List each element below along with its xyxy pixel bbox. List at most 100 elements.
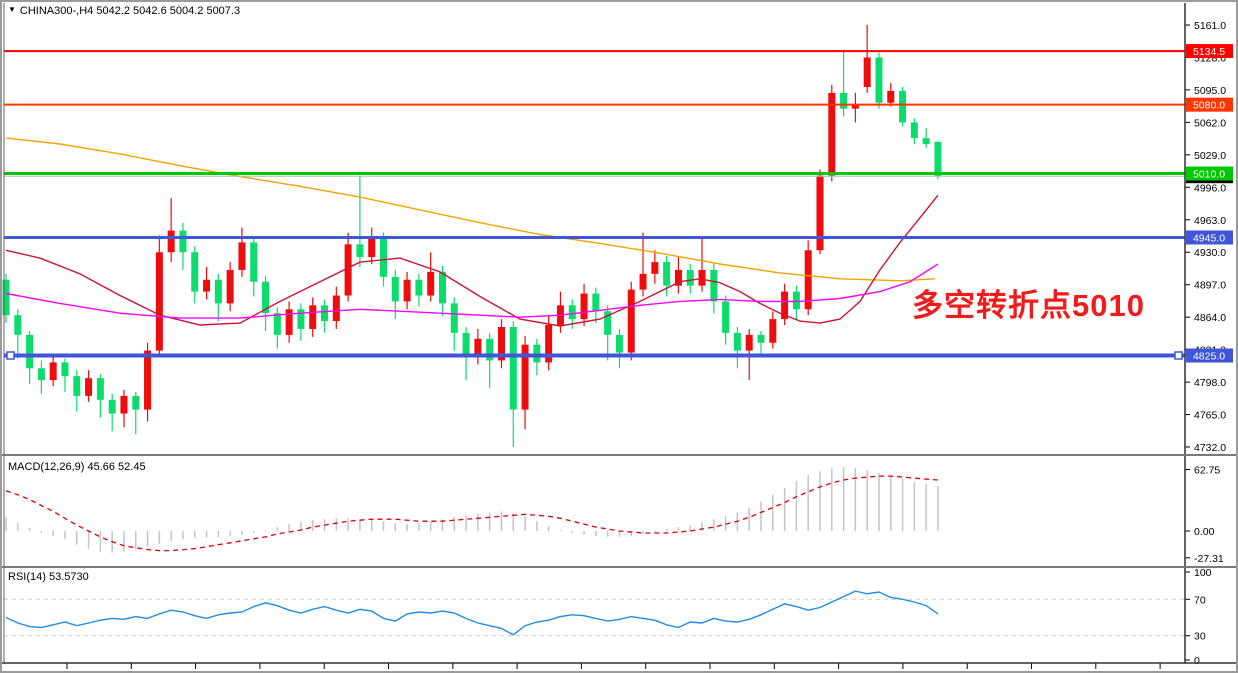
axis-tick-label: 4963.0 (1194, 215, 1226, 227)
candle-body (344, 244, 352, 296)
price-badge-label: 5134.5 (1193, 46, 1225, 58)
candle-body (698, 269, 706, 286)
candle-body (781, 291, 789, 320)
axis-tick-label: 62.75 (1194, 465, 1220, 477)
candle-body (934, 141, 942, 177)
candle-body (851, 104, 859, 109)
candle-body (816, 175, 824, 251)
candle-body (238, 242, 246, 270)
candle-body (863, 57, 871, 87)
axis-tick-label: 4996.0 (1194, 182, 1226, 194)
candle-body (37, 368, 45, 381)
candle-body (733, 332, 741, 351)
time-scale[interactable] (66, 663, 1161, 669)
axis-tick-label: 5062.0 (1194, 117, 1226, 129)
candle-body (391, 276, 399, 302)
ma-fast-magenta (5, 263, 939, 319)
candle-body (2, 279, 10, 316)
candle-body (96, 378, 104, 400)
candle-body (438, 271, 446, 304)
axis-tick-label: 0.00 (1194, 526, 1215, 538)
candle-body (427, 271, 435, 296)
price-badge-label: 5080.0 (1193, 100, 1225, 112)
candle-body (710, 269, 718, 302)
symbol-title: CHINA300-,H4 (19, 5, 94, 17)
candle-body (899, 90, 907, 123)
axis-tick-label: 5029.0 (1194, 150, 1226, 162)
axis-tick-label: 30 (1194, 631, 1206, 643)
rsi-panel[interactable] (4, 590, 1185, 637)
candle-body (167, 230, 175, 253)
candle-body (840, 92, 848, 109)
axis-tick-label: 0 (1194, 655, 1200, 667)
symbol-dropdown-arrow-icon[interactable]: ▼ (8, 5, 16, 14)
candle-body (368, 237, 376, 258)
macd-signal-line (5, 475, 939, 552)
candle-body (73, 376, 81, 396)
candle-body (674, 269, 682, 286)
candle-body (403, 279, 411, 302)
price-badge (1186, 166, 1233, 181)
candle-body (875, 57, 883, 103)
candle-body (828, 92, 836, 176)
candle-body (462, 332, 470, 357)
candle-body (285, 309, 293, 335)
candle-body (663, 262, 671, 286)
price-badge (1186, 230, 1233, 245)
macd-indicator-label: MACD(12,26,9) 45.66 52.45 (8, 461, 146, 473)
candle-body (910, 122, 918, 139)
price-scale[interactable]: 5161.05128.05095.05062.05029.04996.04963… (1185, 20, 1233, 667)
candle-body (486, 338, 494, 361)
candle-body (108, 399, 116, 414)
candle-body (615, 334, 623, 353)
candle-body (214, 279, 222, 304)
candle-body (250, 242, 258, 282)
rsi-indicator-label: RSI(14) 53.5730 (8, 571, 89, 583)
candle-body (521, 344, 529, 410)
axis-tick-label: 4864.0 (1194, 312, 1226, 324)
chart-title: ▼ CHINA300-,H4 5042.2 5042.6 5004.2 5007.… (8, 5, 240, 17)
candle-body (49, 362, 57, 381)
candle-body (509, 326, 517, 410)
axis-tick-label: 4897.0 (1194, 280, 1226, 292)
candle-body (61, 362, 69, 377)
price-badge (1186, 97, 1233, 112)
axis-tick-label: 4765.0 (1194, 410, 1226, 422)
hline-drag-handle[interactable] (6, 351, 15, 360)
candle-body (191, 252, 199, 292)
axis-tick-label: 100 (1194, 567, 1212, 579)
axis-tick-label: 5095.0 (1194, 85, 1226, 97)
candle-body (321, 305, 329, 322)
candle-body (604, 311, 612, 335)
axis-tick-label: 4798.0 (1194, 377, 1226, 389)
macd-panel[interactable] (5, 467, 939, 553)
candle-body (309, 305, 317, 329)
axis-tick-label: -27.31 (1194, 553, 1224, 565)
candle-body (26, 334, 34, 369)
candle-body (297, 309, 305, 329)
candle-body (203, 279, 211, 292)
candle-body (85, 378, 93, 396)
candle-body (450, 303, 458, 333)
price-badge (1186, 44, 1233, 59)
candle-body (887, 90, 895, 103)
main-chart-panel[interactable] (2, 25, 1186, 447)
axis-tick-label: 5161.0 (1194, 20, 1226, 32)
candle-body (332, 295, 340, 322)
ma-mid-crimson (5, 194, 939, 327)
candle-body (745, 334, 753, 351)
candle-body (155, 252, 163, 351)
price-badge-label: 5010.0 (1193, 169, 1225, 181)
price-badge-label: 4945.0 (1193, 232, 1225, 244)
candle-body (686, 269, 694, 286)
candle-body (132, 395, 140, 410)
candle-body (273, 313, 281, 335)
candle-body (757, 334, 765, 343)
ma-slow-orange (5, 137, 936, 282)
candle-body (497, 326, 505, 361)
candle-body (474, 338, 482, 357)
hline-drag-handle[interactable] (1174, 351, 1183, 360)
axis-tick-label: 4930.0 (1194, 247, 1226, 259)
